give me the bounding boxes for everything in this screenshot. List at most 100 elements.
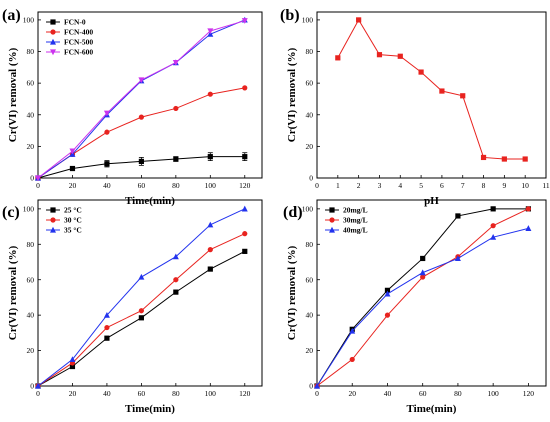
x-tick-label: 100 [488,389,500,398]
x-tick-label: 2 [357,181,361,190]
legend: 25 °C30 °C35 °C [46,206,82,235]
data-point [69,363,76,370]
y-axis-title: Cr(VI) removal (%) [7,245,19,340]
data-point [454,255,461,262]
x-tick-label: 20 [69,181,77,190]
data-point [420,274,426,280]
x-axis-title: pH [424,195,439,207]
x-tick-label: 80 [172,389,180,398]
data-point [455,213,461,219]
y-tick-label: 40 [306,311,314,320]
data-point [69,148,76,155]
legend-label: FCN-500 [64,38,93,47]
data-point [173,156,179,162]
plot-frame [316,199,547,387]
series-40mg-l [314,225,532,389]
y-tick-label: 60 [306,79,314,88]
panel-label: (b) [280,7,300,24]
data-point [69,165,76,172]
data-point [242,248,248,254]
y-tick-label: 100 [302,16,314,25]
y-tick-label: 60 [27,79,35,88]
x-tick-label: 9 [502,181,506,190]
data-point [207,154,213,160]
data-point [349,356,355,363]
data-point [460,93,466,99]
x-tick-label: 8 [482,181,486,190]
x-tick-label: 3 [378,181,382,190]
data-point [138,273,145,280]
y-tick-label: 100 [23,16,35,25]
data-point [103,311,110,318]
x-tick-label: 0 [36,181,40,190]
x-tick-label: 20 [348,389,356,398]
data-point [501,156,507,162]
data-point [69,356,76,363]
data-point [207,247,213,253]
y-tick-label: 100 [23,204,35,213]
data-point [349,327,356,334]
series-line [337,18,526,160]
data-point [420,255,426,262]
data-point [207,91,213,97]
legend-marker [50,29,56,35]
chart-panel-d: 0 20 40 60 80 100 120 0 20 40 60 80 100 Time(min) Cr(V… [283,199,547,415]
data-point [242,85,248,91]
data-point [241,205,248,212]
y-tick-label: 20 [27,346,35,355]
data-point [384,287,391,293]
series-30-c [35,231,248,389]
y-tick-label: 40 [27,110,35,119]
series-line [316,208,529,387]
legend-marker [329,226,335,233]
plot-frame [37,199,263,387]
legend-label: FCN-0 [64,18,86,27]
x-tick-label: 4 [398,181,402,190]
legend-label: FCN-600 [64,48,93,57]
legend-label: 30mg/L [343,216,368,225]
x-tick-label: 60 [419,389,427,398]
legend-label: 40mg/L [343,226,368,235]
x-tick-label: 100 [205,389,217,398]
series-25-c [35,248,248,389]
data-point [35,175,41,182]
y-tick-label: 60 [27,275,35,284]
data-point [397,53,403,59]
legend-marker [329,207,335,213]
data-point [384,290,391,297]
data-point [103,110,110,117]
y-tick-label: 0 [30,382,34,391]
data-point [173,105,179,112]
legend-marker [50,38,56,45]
y-tick-label: 80 [306,240,314,249]
x-tick-label: 5 [419,181,423,190]
x-tick-label: 120 [239,181,251,190]
legend-marker [50,226,56,233]
data-point [490,223,496,229]
x-tick-label: 20 [69,389,77,398]
series-line [316,208,529,387]
data-point [104,324,110,331]
data-point [207,28,214,35]
data-point [480,154,487,161]
x-axis-title: Time(min) [125,403,175,415]
legend-marker [329,217,335,223]
y-tick-label: 80 [27,47,35,56]
x-tick-label: 80 [454,389,462,398]
y-tick-label: 40 [27,311,35,320]
legend-label: 35 °C [64,226,82,235]
x-axis-title: Time(min) [407,403,457,415]
legend-marker [50,19,56,25]
data-point [314,382,320,389]
x-tick-label: 40 [103,389,111,398]
data-point [104,129,110,135]
series-fcn-400 [35,85,248,181]
x-axis-title: Time(min) [125,195,175,207]
data-point [241,18,248,24]
y-tick-label: 100 [302,204,314,213]
data-point [207,266,213,272]
data-point [384,312,391,318]
data-point [356,17,362,23]
